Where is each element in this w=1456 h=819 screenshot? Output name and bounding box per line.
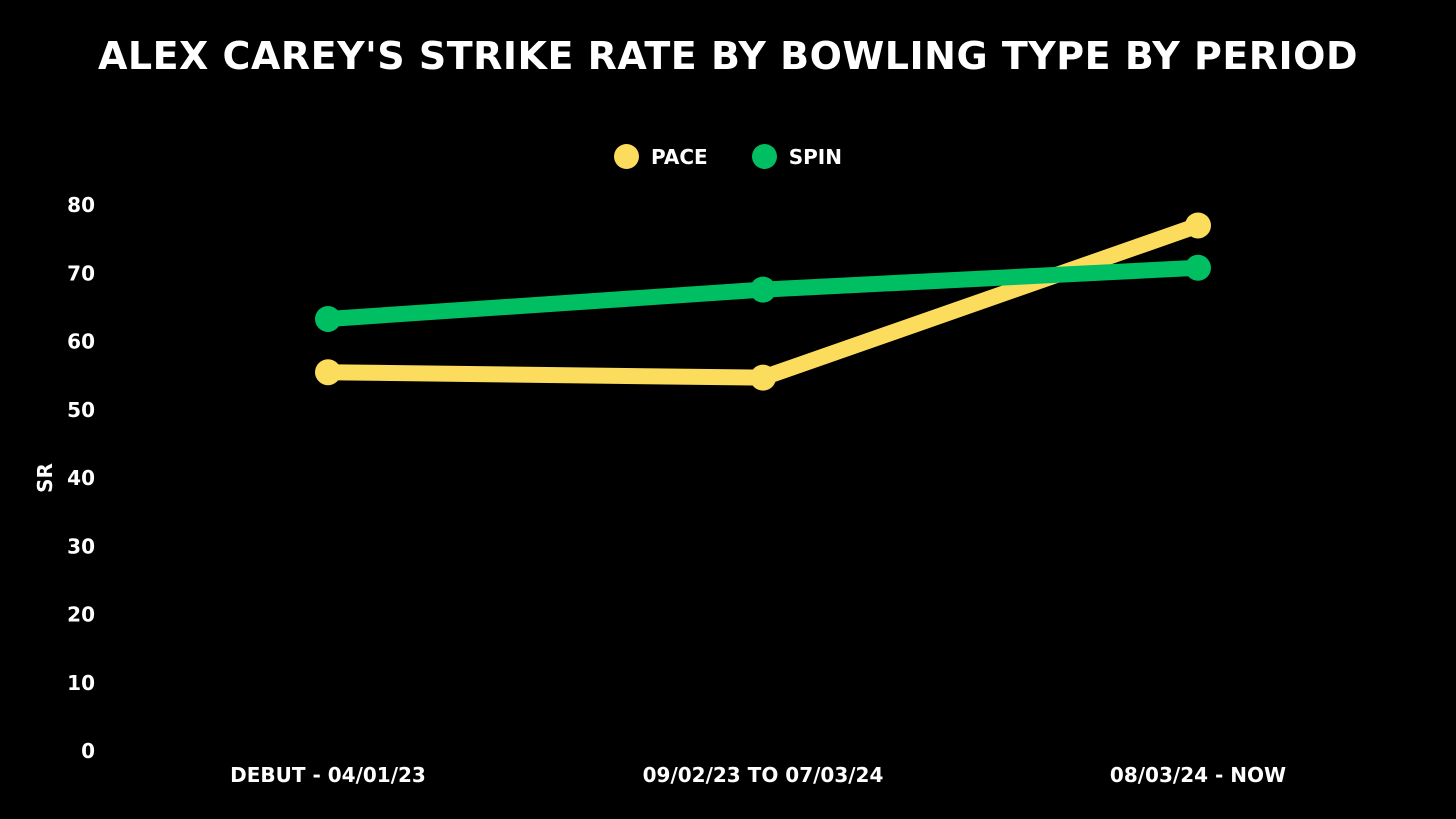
y-tick-label: 10	[67, 671, 95, 695]
data-point-pace	[315, 359, 341, 386]
y-axis: 0 10 20 30 40 50 60 70 80	[67, 193, 95, 763]
data-point-spin	[315, 305, 341, 332]
y-tick-label: 60	[67, 330, 95, 354]
legend-label-pace: PACE	[651, 144, 708, 169]
chart-title: ALEX CAREY'S STRIKE RATE BY BOWLING TYPE…	[97, 34, 1359, 78]
y-tick-label: 70	[67, 261, 95, 285]
x-tick-label: DEBUT - 04/01/23	[230, 763, 426, 787]
data-point-pace	[750, 364, 776, 391]
series-layer	[315, 212, 1211, 391]
series-spin	[315, 254, 1211, 332]
y-axis-label: SR	[33, 463, 57, 493]
y-tick-label: 50	[67, 398, 95, 422]
y-tick-label: 40	[67, 466, 95, 490]
y-tick-label: 80	[67, 193, 95, 217]
x-axis: DEBUT - 04/01/23 09/02/23 TO 07/03/24 08/0…	[230, 763, 1286, 787]
legend-swatch-spin	[751, 144, 777, 169]
data-point-spin	[1185, 254, 1211, 281]
x-tick-label: 08/03/24 - NOW	[1110, 763, 1286, 787]
legend-swatch-pace	[614, 144, 640, 169]
legend-label-spin: SPIN	[788, 144, 842, 169]
x-tick-label: 09/02/23 TO 07/03/24	[643, 763, 884, 787]
y-tick-label: 20	[67, 603, 95, 627]
data-point-pace	[1185, 212, 1211, 239]
data-point-spin	[750, 276, 776, 303]
legend-item-spin: SPIN	[751, 144, 842, 169]
y-tick-label: 30	[67, 534, 95, 558]
legend-item-pace: PACE	[614, 144, 708, 169]
legend: PACE SPIN	[0, 144, 1456, 169]
y-tick-label: 0	[81, 739, 95, 763]
